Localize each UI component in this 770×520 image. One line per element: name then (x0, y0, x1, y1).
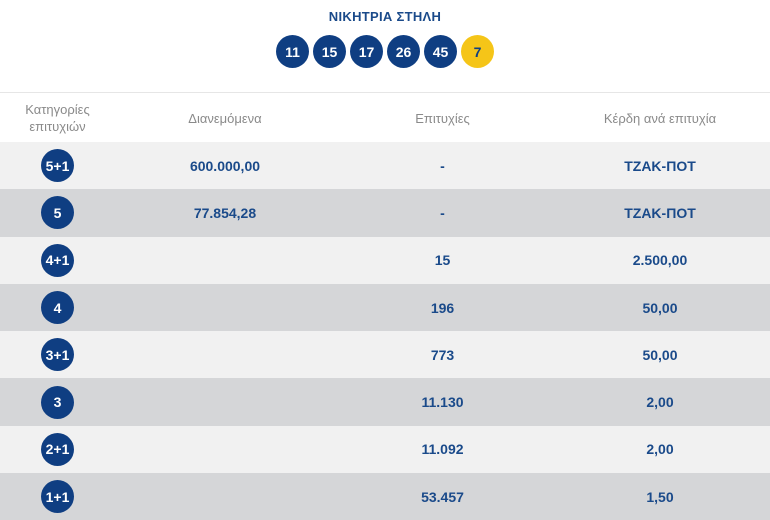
results-table-header: Κατηγορίες επιτυχιών Διανεμόμενα Επιτυχί… (0, 92, 770, 143)
category-badge: 4+1 (41, 243, 74, 277)
column-header-distributed: Διανεμόμενα (188, 110, 262, 126)
table-row: 4 196 50,00 (0, 283, 770, 332)
prize-cell: 2,00 (646, 441, 674, 458)
table-row: 1+1 53.457 1,50 (0, 473, 770, 520)
winners-cell: - (440, 157, 445, 174)
prize-cell: ΤΖΑΚ-ΠΟΤ (624, 204, 696, 221)
winning-numbers-panel: ΝΙΚΗΤΡΙΑ ΣΤΗΛΗ 11 15 17 26 45 7 (0, 0, 770, 92)
category-badge: 4 (41, 291, 74, 325)
winners-cell: 196 (430, 299, 455, 316)
table-row: 3+1 773 50,00 (0, 331, 770, 379)
winners-cell: - (440, 204, 445, 221)
distributed-cell (115, 426, 335, 473)
winning-numbers-title: ΝΙΚΗΤΡΙΑ ΣΤΗΛΗ (328, 9, 442, 24)
table-row: 5 77.854,28 - ΤΖΑΚ-ΠΟΤ (0, 189, 770, 237)
distributed-cell (115, 378, 335, 425)
prize-cell: 50,00 (642, 299, 678, 316)
column-header-winners: Επιτυχίες (415, 110, 470, 126)
distributed-cell: 600.000,00 (189, 157, 261, 174)
category-badge: 2+1 (41, 432, 74, 466)
column-header-category: Κατηγορίες επιτυχιών (25, 102, 90, 134)
prize-cell: 2.500,00 (632, 252, 688, 269)
number-ball: 26 (387, 35, 420, 68)
category-badge: 5+1 (41, 149, 74, 183)
results-table-body: 5+1 600.000,00 - ΤΖΑΚ-ΠΟΤ 5 77.854,28 - … (0, 142, 770, 520)
bonus-ball: 7 (461, 35, 494, 68)
number-ball: 11 (276, 35, 309, 68)
column-header-prize: Κέρδη ανά επιτυχία (603, 110, 717, 126)
prize-cell: ΤΖΑΚ-ΠΟΤ (624, 157, 696, 174)
table-row: 4+1 15 2.500,00 (0, 236, 770, 284)
category-badge: 1+1 (41, 480, 74, 514)
category-badge: 3 (41, 385, 74, 419)
distributed-cell (115, 237, 335, 284)
prize-cell: 1,50 (646, 488, 674, 505)
table-row: 5+1 600.000,00 - ΤΖΑΚ-ΠΟΤ (0, 142, 770, 190)
winners-cell: 53.457 (421, 488, 464, 505)
number-ball: 15 (313, 35, 346, 68)
distributed-cell: 77.854,28 (193, 204, 257, 221)
winners-cell: 773 (430, 346, 455, 363)
winners-cell: 11.130 (421, 394, 464, 411)
number-ball: 45 (424, 35, 457, 68)
distributed-cell (115, 284, 335, 331)
table-row: 3 11.130 2,00 (0, 378, 770, 426)
distributed-cell (115, 473, 335, 520)
prize-cell: 2,00 (646, 394, 674, 411)
prize-cell: 50,00 (642, 346, 678, 363)
winning-numbers-row: 11 15 17 26 45 7 (0, 35, 770, 68)
table-row: 2+1 11.092 2,00 (0, 425, 770, 474)
number-ball: 17 (350, 35, 383, 68)
winners-cell: 11.092 (421, 441, 464, 458)
category-badge: 3+1 (41, 338, 74, 372)
winners-cell: 15 (434, 252, 451, 269)
distributed-cell (115, 331, 335, 378)
category-badge: 5 (41, 196, 74, 230)
